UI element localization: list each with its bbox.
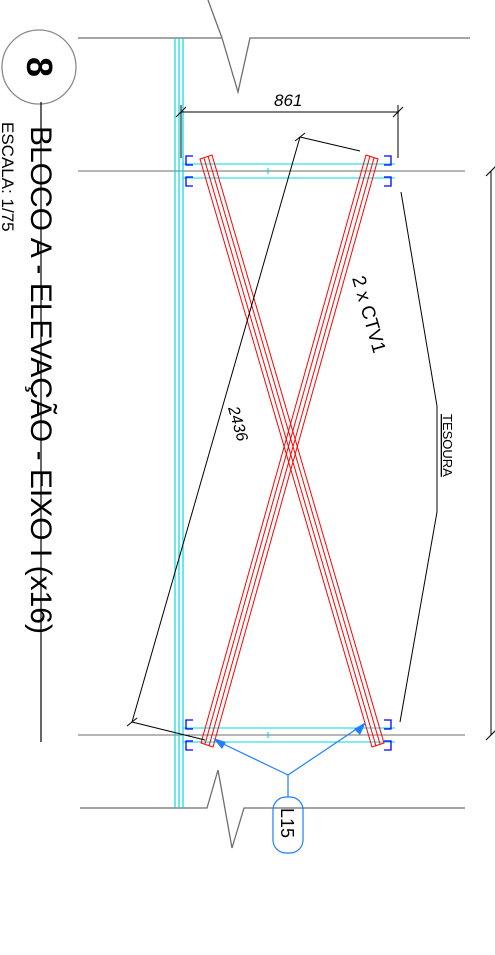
- brace-diagonal-2: [200, 154, 379, 748]
- truss-height-dimension: [485, 166, 495, 741]
- dimension-2436: [126, 132, 361, 741]
- dimension-861-text: 861: [274, 91, 302, 110]
- connection-brackets: [185, 155, 392, 751]
- column: [174, 38, 184, 808]
- l15-leaders: [214, 723, 365, 797]
- l15-arrowheads: [213, 722, 366, 749]
- detail-number-bubble: [1, 29, 77, 105]
- level-lines: [78, 170, 465, 736]
- l15-tag-frame: [272, 796, 304, 854]
- title-block: 8 BLOCO A - ELEVAÇÃO - EIXO I (x16) ESCA…: [0, 29, 77, 742]
- drawing-scale: ESCALA: 1/75: [0, 122, 17, 232]
- beams: [183, 163, 395, 743]
- x-bracing: [199, 154, 385, 748]
- top-break-line: [78, 0, 470, 95]
- bottom-break-line: [80, 769, 465, 849]
- tesoura-label: TESOURA: [440, 414, 455, 477]
- detail-number: 8: [19, 57, 60, 77]
- member-label: 2 x CTV1: [347, 274, 389, 356]
- dimension-861: [175, 105, 404, 158]
- l15-tag-text: L15: [277, 808, 297, 838]
- dimension-2436-text: 2436: [224, 403, 250, 443]
- tesoura-leaders: [399, 191, 438, 723]
- drawing-title: BLOCO A - ELEVAÇÃO - EIXO I (x16): [24, 126, 58, 634]
